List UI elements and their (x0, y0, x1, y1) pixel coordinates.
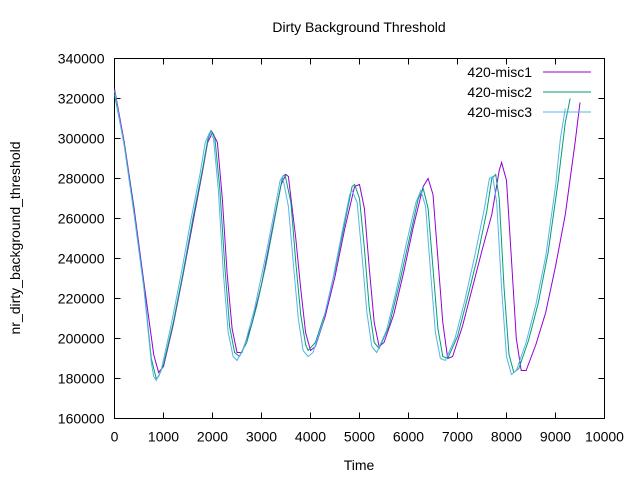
legend-label: 420-misc3 (467, 104, 532, 120)
plot-area: 0 1000 2000 3000 4000 5000 6000 7000 8000 9000 100… (58, 51, 624, 445)
chart-title: Dirty Background Threshold (272, 19, 445, 35)
y-tick-label: 240000 (58, 251, 105, 267)
x-tick-label: 5000 (344, 429, 375, 445)
y-tick-label: 340000 (58, 51, 105, 67)
axis-ticks: 0 1000 2000 3000 4000 5000 6000 7000 8000 9000 100… (58, 51, 624, 445)
y-tick-label: 220000 (58, 291, 105, 307)
series-line-420-misc3 (114, 90, 566, 382)
y-tick-label: 200000 (58, 331, 105, 347)
x-tick-label: 3000 (246, 429, 277, 445)
series-line-420-misc1 (114, 88, 581, 374)
y-tick-label: 160000 (58, 411, 105, 427)
y-tick-label: 260000 (58, 211, 105, 227)
x-tick-label: 0 (111, 429, 119, 445)
y-tick-label: 300000 (58, 131, 105, 147)
x-axis-label: Time (344, 457, 375, 473)
series-line-420-misc2 (114, 94, 571, 380)
series-group (114, 88, 581, 382)
x-tick-label: 10000 (585, 429, 624, 445)
x-tick-label: 9000 (540, 429, 571, 445)
x-tick-label: 8000 (491, 429, 522, 445)
y-tick-label: 320000 (58, 91, 105, 107)
y-axis-label: nr_dirty_background_threshold (7, 141, 23, 334)
x-tick-label: 1000 (148, 429, 179, 445)
legend: 420-misc1 420-misc2 420-misc3 (467, 64, 591, 120)
x-tick-label: 7000 (442, 429, 473, 445)
x-tick-label: 4000 (295, 429, 326, 445)
y-tick-label: 180000 (58, 371, 105, 387)
legend-label: 420-misc2 (467, 84, 532, 100)
x-tick-label: 6000 (393, 429, 424, 445)
x-tick-label: 2000 (197, 429, 228, 445)
legend-label: 420-misc1 (467, 64, 532, 80)
y-tick-label: 280000 (58, 171, 105, 187)
